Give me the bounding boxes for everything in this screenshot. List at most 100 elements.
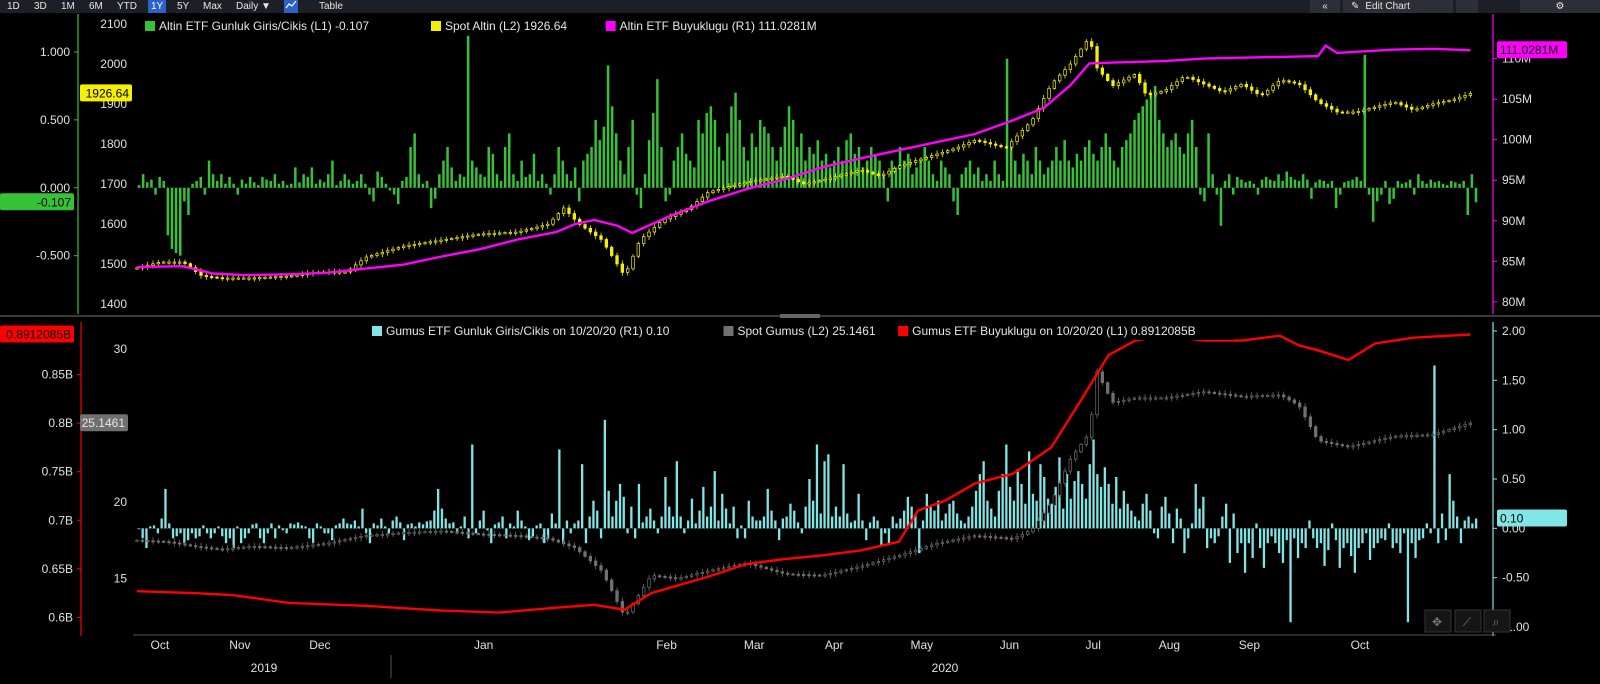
x-axis-month-label: Jul [1086, 638, 1101, 652]
flow-bar [1363, 54, 1367, 188]
flow-bar [539, 523, 542, 529]
flow-bar [800, 528, 803, 534]
flow-bar [1046, 498, 1050, 529]
flow-bar [637, 483, 641, 529]
gold-chart-panel [135, 35, 1478, 282]
candle-body [514, 534, 518, 537]
flow-bar [1256, 187, 1260, 195]
candle-body [967, 536, 971, 539]
flow-bar [437, 488, 440, 529]
candle-body [946, 150, 950, 153]
flow-bar [1081, 483, 1084, 529]
candle-body [1436, 432, 1441, 435]
flow-bar [1463, 520, 1466, 529]
candle-body [1180, 77, 1185, 82]
flow-bar [221, 528, 224, 537]
candle-body [327, 542, 331, 545]
candle-body [626, 611, 630, 614]
candle-body [316, 544, 320, 546]
flow-bar [152, 525, 156, 529]
range-ytd-button[interactable]: YTD [117, 1, 137, 12]
candle-body [263, 546, 267, 549]
settings-icon[interactable]: ⚙ [1520, 0, 1600, 13]
flow-bar [1122, 490, 1125, 529]
flow-bar [974, 490, 978, 529]
flow-bar [1223, 181, 1227, 188]
candle-body [1308, 416, 1313, 428]
flow-bar [1084, 498, 1088, 529]
flow-bar [462, 176, 466, 188]
flow-bar [1376, 187, 1379, 202]
flow-bar [676, 147, 680, 188]
flow-bar [944, 167, 947, 188]
candle-body [994, 536, 998, 539]
candle-body [402, 532, 406, 535]
flow-bar [323, 528, 326, 534]
flow-bar [929, 506, 932, 529]
flow-bar [376, 525, 379, 529]
legend-swatch [431, 21, 441, 31]
flow-bar [701, 133, 704, 188]
candle-body [1292, 399, 1297, 404]
range-1d-button[interactable]: 1D [7, 1, 20, 12]
flow-bar [1240, 528, 1243, 544]
flow-bar [1368, 528, 1372, 560]
candle-body [978, 535, 982, 538]
flow-bar [1327, 528, 1330, 551]
flow-bar [294, 167, 297, 188]
candle-body [1426, 105, 1430, 108]
flow-bar [1211, 174, 1214, 188]
flow-bar [247, 528, 250, 534]
legends: Altin ETF Gunluk Giris/Cikis (L1) -0.107… [139, 19, 1234, 340]
flow-bar [1171, 528, 1175, 544]
edit-chart-button[interactable]: ✎ Edit Chart [1343, 0, 1453, 13]
candle-body [684, 575, 689, 579]
flow-bar [251, 524, 254, 529]
flow-bar [1353, 528, 1356, 573]
range-1m-button[interactable]: 1M [61, 1, 75, 12]
candle-body [396, 532, 400, 535]
collapse-icon[interactable]: « [1310, 0, 1340, 13]
candle-body [135, 267, 139, 270]
candle-body [1164, 89, 1169, 92]
flow-bar [592, 500, 595, 529]
flow-bar [293, 524, 296, 529]
flow-bar [611, 516, 614, 529]
range-5y-button[interactable]: 5Y [177, 1, 190, 12]
flow-bar [562, 528, 565, 544]
range-6m-button[interactable]: 6M [89, 1, 103, 12]
candle-body [978, 139, 982, 142]
candle-body [1399, 435, 1403, 438]
flow-bar [236, 526, 239, 529]
candle-body [583, 551, 587, 557]
silver-l1-last-value-tag: 0.8912085B [6, 328, 71, 342]
flow-bar [343, 174, 346, 188]
interval-dropdown[interactable]: Daily ▼ [236, 1, 271, 12]
candle-body [1138, 74, 1142, 84]
candle-body [1196, 392, 1201, 395]
candle-body [999, 536, 1003, 539]
flow-bar [603, 419, 606, 529]
range-max-button[interactable]: Max [203, 1, 222, 12]
range-1y-button[interactable]: 1Y [148, 0, 167, 13]
flow-bar [1251, 528, 1254, 558]
candle-body [599, 565, 603, 571]
flow-bar [910, 506, 913, 529]
candle-body [380, 251, 384, 255]
candle-body [1191, 76, 1195, 80]
flow-bar [618, 483, 622, 529]
candle-body [322, 543, 326, 546]
flow-bar [937, 500, 940, 529]
flow-bar [1042, 174, 1046, 188]
flow-bar [1454, 182, 1457, 188]
flow-bar [269, 181, 272, 188]
flow-bar [1441, 183, 1445, 188]
range-3d-button[interactable]: 3D [34, 1, 47, 12]
flow-bar [1187, 528, 1190, 539]
flow-bar [1170, 140, 1173, 188]
candle-body [162, 540, 166, 543]
chart-type-icon[interactable] [284, 0, 298, 13]
flow-bar [137, 185, 141, 188]
table-button[interactable]: Table [319, 1, 343, 12]
flow-bar [800, 133, 803, 188]
